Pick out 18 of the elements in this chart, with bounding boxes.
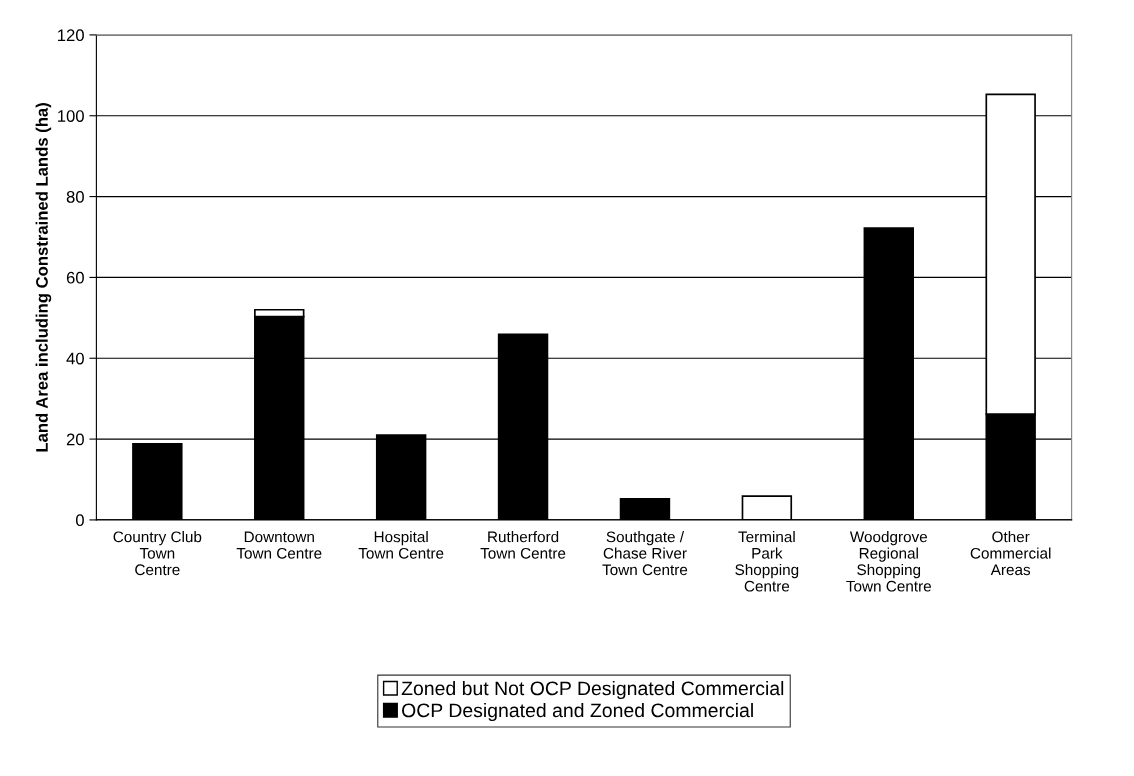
x-tick-label: Hospital Town Centre	[358, 531, 444, 559]
x-tick-label: Other Commercial Areas	[970, 531, 1051, 576]
x-tick-label: Downtown Town Centre	[236, 531, 322, 559]
y-tick-label: 60	[66, 271, 84, 284]
x-tick-label: Terminal Park Shopping Centre	[735, 531, 799, 592]
y-tick-label: 40	[66, 352, 84, 365]
x-tick-label: Rutherford Town Centre	[480, 531, 566, 559]
legend-label: Zoned but Not OCP Designated Commercial	[401, 680, 784, 700]
x-tick-label: Southgate / Chase River Town Centre	[602, 531, 688, 576]
y-tick-label: 120	[58, 29, 84, 42]
x-tick-label: Woodgrove Regional Shopping Town Centre	[846, 531, 931, 592]
y-tick-label: 100	[58, 110, 84, 122]
x-tick-label: Country Club Town Centre	[113, 531, 202, 576]
y-tick-label: 20	[66, 433, 84, 446]
y-axis-title: Land Area including Constrained Lands (ha)	[35, 103, 52, 452]
legend-label: OCP Designated and Zoned Commercial	[402, 702, 753, 722]
y-tick-label: 80	[66, 190, 84, 203]
y-tick-label: 0	[75, 514, 84, 527]
